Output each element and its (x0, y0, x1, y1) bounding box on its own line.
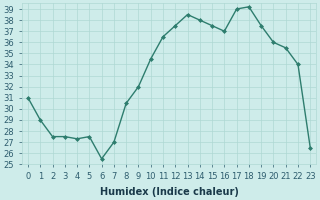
X-axis label: Humidex (Indice chaleur): Humidex (Indice chaleur) (100, 187, 238, 197)
